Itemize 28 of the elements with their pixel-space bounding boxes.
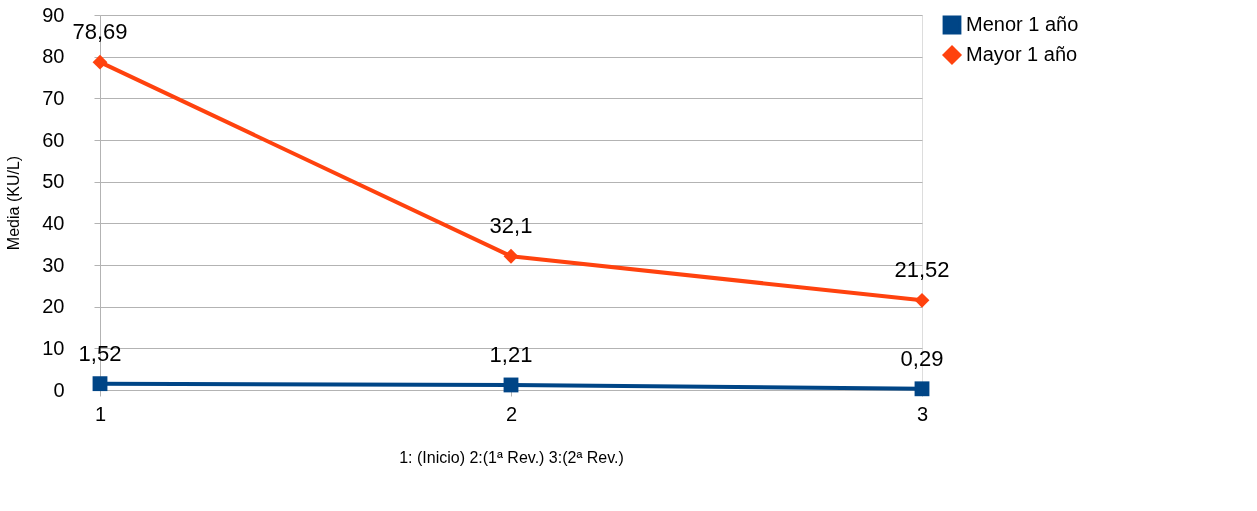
data-label: 0,29	[900, 345, 944, 371]
point	[503, 248, 519, 264]
data-label: 1,21	[489, 341, 533, 367]
y-tick-label: 20	[42, 295, 65, 318]
x-tick-label: 3	[916, 402, 929, 425]
point	[92, 54, 108, 70]
y-tick-label: 30	[42, 253, 65, 276]
data-label: 78,69	[72, 19, 128, 45]
y-tick-label: 70	[42, 86, 65, 109]
y-tick-label: 40	[42, 211, 65, 234]
y-tick-label: 10	[42, 336, 65, 359]
point	[914, 381, 930, 397]
y-tick-label: 80	[42, 45, 65, 68]
legend-label: Mayor 1 año	[966, 43, 1078, 65]
y-tick-label: 0	[53, 378, 65, 401]
data-label: 21,52	[894, 257, 950, 283]
y-tick-label: 50	[42, 170, 65, 193]
x-tick-label: 1	[94, 402, 107, 425]
point	[92, 376, 108, 392]
x-axis-title: 1: (Inicio) 2:(1ª Rev.) 3:(2ª Rev.)	[399, 448, 624, 466]
x-tick-label: 2	[505, 402, 518, 425]
y-tick-label: 90	[42, 3, 65, 26]
point	[914, 292, 930, 308]
y-axis-title: Media (KU/L)	[5, 155, 23, 251]
data-label: 32,1	[489, 213, 533, 239]
y-tick-label: 60	[42, 128, 65, 151]
data-label: 1,52	[78, 340, 122, 366]
legend-label: Menor 1 año	[966, 13, 1079, 35]
